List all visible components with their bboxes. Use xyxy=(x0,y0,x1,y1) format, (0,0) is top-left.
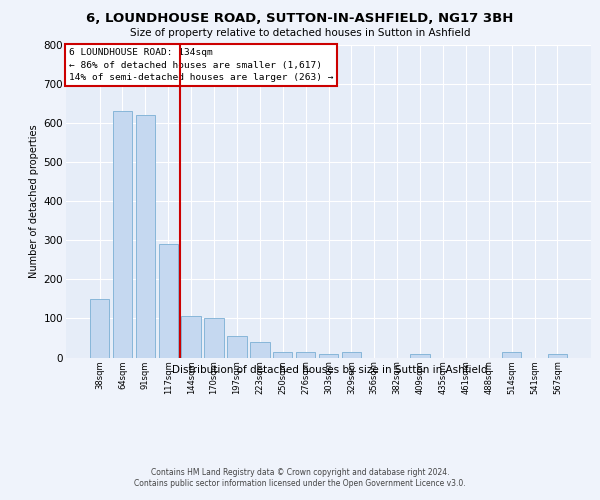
Text: 6 LOUNDHOUSE ROAD: 134sqm
← 86% of detached houses are smaller (1,617)
14% of se: 6 LOUNDHOUSE ROAD: 134sqm ← 86% of detac… xyxy=(68,48,333,82)
Text: Distribution of detached houses by size in Sutton in Ashfield: Distribution of detached houses by size … xyxy=(172,365,488,375)
Bar xyxy=(113,112,132,358)
Bar xyxy=(296,352,316,358)
Bar xyxy=(181,316,201,358)
Text: Contains HM Land Registry data © Crown copyright and database right 2024.
Contai: Contains HM Land Registry data © Crown c… xyxy=(134,468,466,487)
Bar xyxy=(158,244,178,358)
Y-axis label: Number of detached properties: Number of detached properties xyxy=(29,124,40,278)
Bar xyxy=(319,354,338,358)
Bar xyxy=(250,342,269,357)
Bar xyxy=(227,336,247,357)
Bar xyxy=(502,352,521,358)
Bar xyxy=(205,318,224,358)
Text: Size of property relative to detached houses in Sutton in Ashfield: Size of property relative to detached ho… xyxy=(130,28,470,38)
Bar xyxy=(273,352,292,358)
Text: 6, LOUNDHOUSE ROAD, SUTTON-IN-ASHFIELD, NG17 3BH: 6, LOUNDHOUSE ROAD, SUTTON-IN-ASHFIELD, … xyxy=(86,12,514,26)
Bar xyxy=(90,299,109,358)
Bar xyxy=(548,354,567,358)
Bar xyxy=(341,352,361,358)
Bar xyxy=(410,354,430,358)
Bar xyxy=(136,116,155,358)
